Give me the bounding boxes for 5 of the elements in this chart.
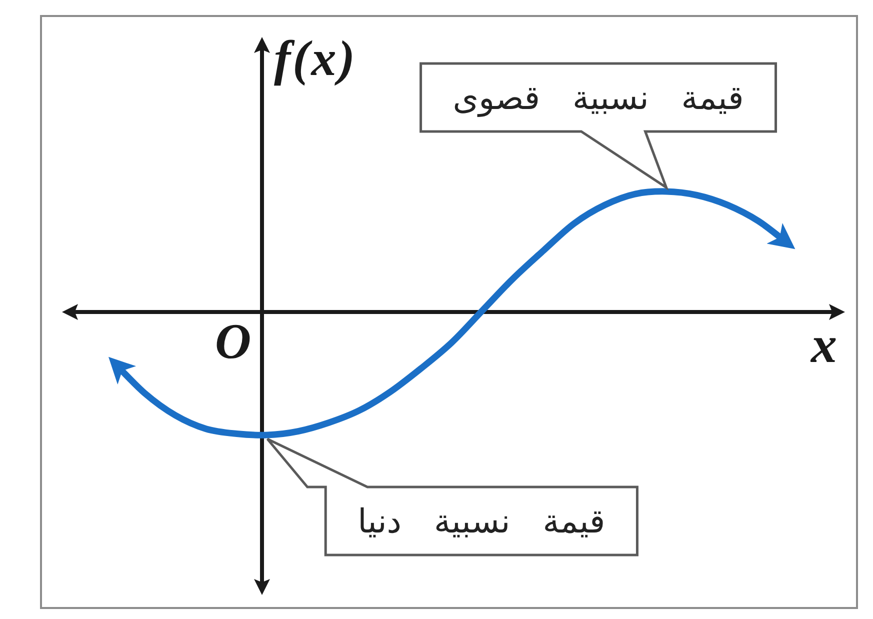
- ylabel: f(x): [274, 30, 357, 86]
- annotation: O: [214, 313, 252, 369]
- xlabel: x: [811, 317, 837, 374]
- annotation: قيمة نسبية قصوى: [452, 78, 744, 117]
- annotation: قيمة نسبية دنيا: [358, 502, 606, 540]
